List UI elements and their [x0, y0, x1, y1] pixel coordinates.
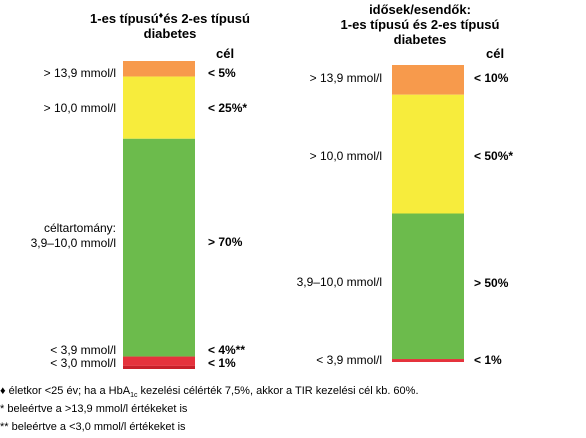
chart1-range-label-target-line2: 3,9–10,0 mmol/l — [30, 236, 116, 250]
footnote-age-text-end: kezelési célérték 7,5%, akkor a TIR keze… — [137, 385, 419, 397]
chart1-segment-high — [123, 76, 195, 139]
chart1-range-label-high: > 10,0 mmol/l — [43, 101, 116, 115]
chart1-goal-very-low: < 1% — [208, 356, 236, 370]
chart1-goal-header: cél — [216, 46, 235, 61]
chart2-segment-target — [392, 213, 464, 360]
chart1-title-line2: diabetes — [143, 26, 197, 41]
chart2-goal-high: < 50%* — [474, 149, 514, 163]
footnote-double-star: ** beleértve a <3,0 mmol/l értékeket is — [0, 421, 186, 433]
chart1-range-label-target-line1: céltartomány: — [43, 221, 116, 235]
chart2-goal-header: cél — [486, 46, 505, 61]
chart2-goal-target: > 50% — [474, 276, 509, 290]
chart1-segment-low — [123, 356, 195, 366]
diamond-marker: ♦ — [158, 10, 164, 20]
chart1-range-label-low: < 3,9 mmol/l — [50, 343, 116, 357]
chart2-range-label-very-high: > 13,9 mmol/l — [309, 71, 382, 85]
chart2-title-line1: idősek/esendők: — [369, 2, 471, 17]
chart1-goal-high: < 25%* — [208, 101, 248, 115]
chart2-segment-high — [392, 94, 464, 214]
chart2-goal-low: < 1% — [474, 353, 502, 367]
chart2-title-line2: 1-es típusú és 2-es típusú — [340, 17, 500, 32]
chart1-goal-very-high: < 5% — [208, 66, 236, 80]
chart2-goal-very-high: < 10% — [474, 71, 509, 85]
chart1-goal-target: > 70% — [208, 235, 243, 249]
footnote-age-subscript: 1c — [130, 392, 138, 400]
chart1-range-label-very-high: > 13,9 mmol/l — [43, 66, 116, 80]
chart1-segment-very-low — [123, 365, 195, 369]
chart2-range-label-high: > 10,0 mmol/l — [309, 149, 382, 163]
chart2-segment-low — [392, 359, 464, 362]
chart2-title-line3: diabetes — [393, 32, 447, 47]
footnote-age: ♦ életkor <25 év; ha a HbA1c kezelési cé… — [0, 384, 419, 403]
chart1-range-label-very-low: < 3,0 mmol/l — [50, 356, 116, 370]
chart1-title: 1-es típusú♦és 2-es típusú diabetes — [70, 10, 270, 41]
chart1-title-part2: és 2-es típusú — [163, 11, 250, 26]
chart2-range-label-low: < 3,9 mmol/l — [316, 353, 382, 367]
footnote-age-text: ♦ életkor <25 év; ha a HbA — [0, 385, 131, 397]
chart2-title: idősek/esendők: 1-es típusú és 2-es típu… — [325, 2, 515, 47]
chart1-goal-low: < 4%** — [208, 343, 246, 357]
chart1-segment-target — [123, 138, 195, 357]
chart1-title-part1: 1-es típusú — [90, 11, 159, 26]
chart1-segment-very-high — [123, 61, 195, 77]
chart2-segment-very-high — [392, 65, 464, 95]
footnote-single-star: * beleértve a >13,9 mmol/l értékeket is — [0, 403, 188, 415]
chart2-range-label-target: 3,9–10,0 mmol/l — [296, 275, 382, 289]
